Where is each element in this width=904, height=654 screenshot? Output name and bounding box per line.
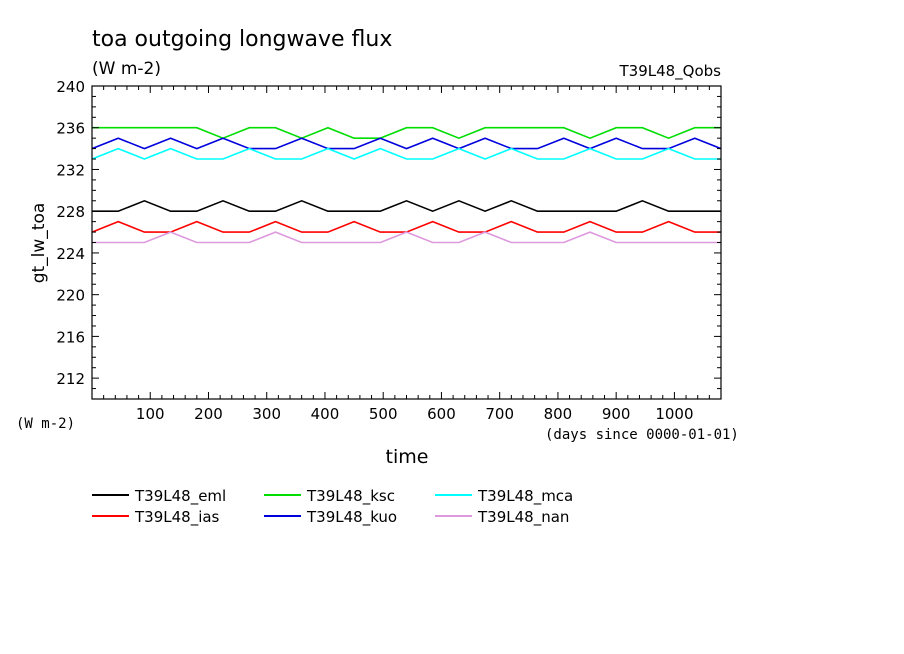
x-tick-label: 900	[602, 405, 631, 423]
y-tick-label: 240	[56, 78, 85, 96]
y-tick-label: 216	[56, 328, 85, 346]
y-tick-label: 228	[56, 203, 85, 221]
legend-label-T39L48_ias: T39L48_ias	[134, 508, 220, 527]
chart-subtitle: (W m-2)	[92, 59, 161, 79]
series-line-T39L48_mca	[91, 147, 721, 160]
tick-layer: 212 216 220 224 228 232 236 240 100 200 300 400 500 6…	[56, 78, 721, 423]
plot-area: 212 216 220 224 228 232 236 240 100 200 300 400 500 6…	[56, 78, 722, 423]
y-axis-units: (W m-2)	[16, 416, 75, 432]
legend-label-T39L48_ksc: T39L48_ksc	[306, 487, 395, 506]
series-line-T39L48_kuo	[91, 137, 722, 150]
series-layer	[91, 126, 722, 244]
x-tick-label: 500	[369, 405, 398, 423]
legend: T39L48_eml T39L48_ias T39L48_ksc T39L48_kuo…	[92, 487, 573, 527]
legend-label-T39L48_kuo: T39L48_kuo	[306, 508, 397, 527]
series-line-T39L48_ias	[91, 220, 721, 233]
x-axis-units: (days since 0000-01-01)	[545, 427, 739, 443]
x-tick-label: 1000	[655, 405, 693, 423]
chart-title: toa outgoing longwave flux	[92, 27, 392, 52]
y-tick-label: 220	[56, 287, 85, 305]
x-tick-label: 400	[311, 405, 340, 423]
x-tick-label: 100	[136, 405, 165, 423]
run-label: T39L48_Qobs	[618, 62, 721, 81]
x-tick-label: 600	[427, 405, 456, 423]
legend-label-T39L48_mca: T39L48_mca	[477, 487, 573, 506]
y-tick-label: 224	[56, 245, 85, 263]
y-axis-label: gt_lw_toa	[29, 203, 49, 284]
series-line-T39L48_ksc	[92, 126, 721, 140]
legend-label-T39L48_eml: T39L48_eml	[134, 487, 226, 506]
x-tick-label: 300	[252, 405, 281, 423]
x-tick-label: 200	[194, 405, 223, 423]
series-line-T39L48_eml	[92, 199, 721, 213]
series-line-T39L48_nan	[92, 231, 721, 244]
x-tick-label: 800	[544, 405, 573, 423]
y-tick-label: 232	[56, 161, 85, 179]
y-tick-label: 212	[56, 370, 85, 388]
x-axis-label: time	[386, 446, 429, 468]
legend-label-T39L48_nan: T39L48_nan	[477, 508, 569, 527]
y-tick-label: 236	[56, 120, 85, 138]
x-tick-label: 700	[485, 405, 514, 423]
